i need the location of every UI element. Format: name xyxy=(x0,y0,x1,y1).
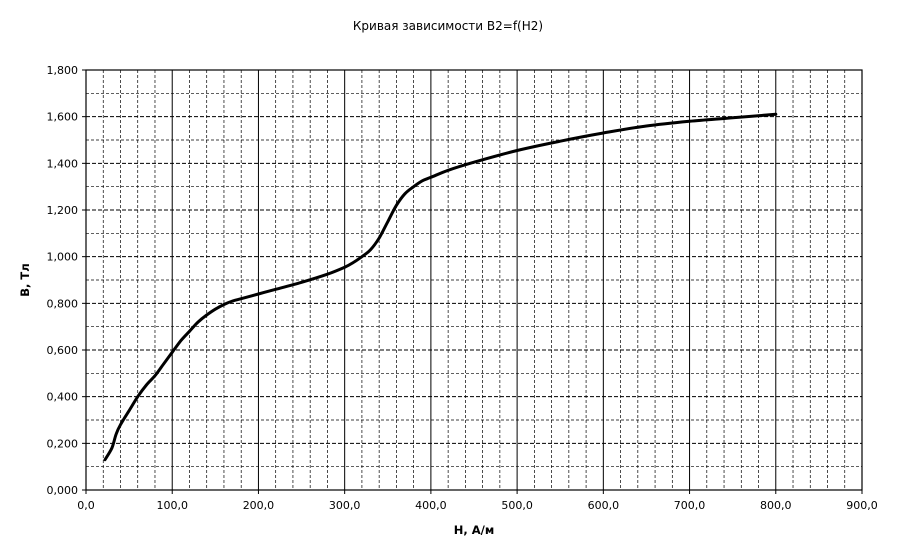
tick-labels: 0,0 100,0 200,0 300,0 400,0 500,0 600,0 700,0 80… xyxy=(47,64,878,512)
x-tick-label: 400,0 xyxy=(415,499,447,512)
grid xyxy=(85,69,863,491)
plot-frame xyxy=(85,69,863,491)
x-tick-label: 800,0 xyxy=(760,499,792,512)
x-tick-label: 900,0 xyxy=(846,499,878,512)
y-tick-label: 0,000 xyxy=(47,484,79,497)
y-tick-label: 1,800 xyxy=(47,64,79,77)
y-axis-label: В, Тл xyxy=(18,263,32,296)
y-tick-label: 1,600 xyxy=(47,111,79,124)
x-axis-label: H, А/м xyxy=(454,523,495,537)
x-tick-label: 500,0 xyxy=(501,499,533,512)
x-tick-label: 200,0 xyxy=(243,499,275,512)
y-tick-label: 1,200 xyxy=(47,204,79,217)
x-tick-label: 0,0 xyxy=(77,499,95,512)
chart-title: Кривая зависимости В2=f(H2) xyxy=(353,19,543,33)
y-tick-label: 0,200 xyxy=(47,437,79,450)
series-line xyxy=(103,112,778,462)
y-tick-label: 0,800 xyxy=(47,297,79,310)
y-tick-label: 1,000 xyxy=(47,251,79,264)
x-tick-label: 600,0 xyxy=(588,499,620,512)
x-tick-label: 700,0 xyxy=(674,499,706,512)
x-tick-label: 300,0 xyxy=(329,499,361,512)
y-tick-label: 1,400 xyxy=(47,157,79,170)
x-tick-label: 100,0 xyxy=(156,499,188,512)
series-layer xyxy=(103,112,778,462)
y-tick-label: 0,600 xyxy=(47,344,79,357)
y-tick-label: 0,400 xyxy=(47,391,79,404)
